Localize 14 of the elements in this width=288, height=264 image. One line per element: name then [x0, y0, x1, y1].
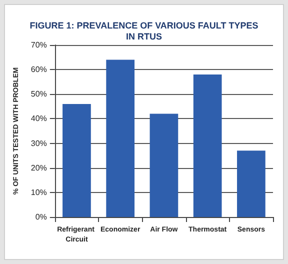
bar — [150, 114, 178, 217]
y-tick-label: 60% — [30, 65, 47, 74]
bar — [237, 150, 266, 217]
y-tick-label: 40% — [30, 114, 47, 124]
bar — [193, 74, 222, 217]
y-tick-label: 20% — [30, 163, 47, 172]
y-tick-label: 30% — [30, 138, 47, 148]
y-tick-label: 0% — [35, 212, 47, 222]
chart-title: FIGURE 1: PREVALENCE OF VARIOUS FAULT TYPES IN RTUS — [30, 20, 258, 42]
y-tick-label: 10% — [30, 188, 47, 197]
bar — [62, 104, 91, 217]
bar — [106, 60, 135, 217]
y-tick-label: 50% — [30, 90, 47, 99]
y-tick-label: 70% — [30, 40, 47, 50]
